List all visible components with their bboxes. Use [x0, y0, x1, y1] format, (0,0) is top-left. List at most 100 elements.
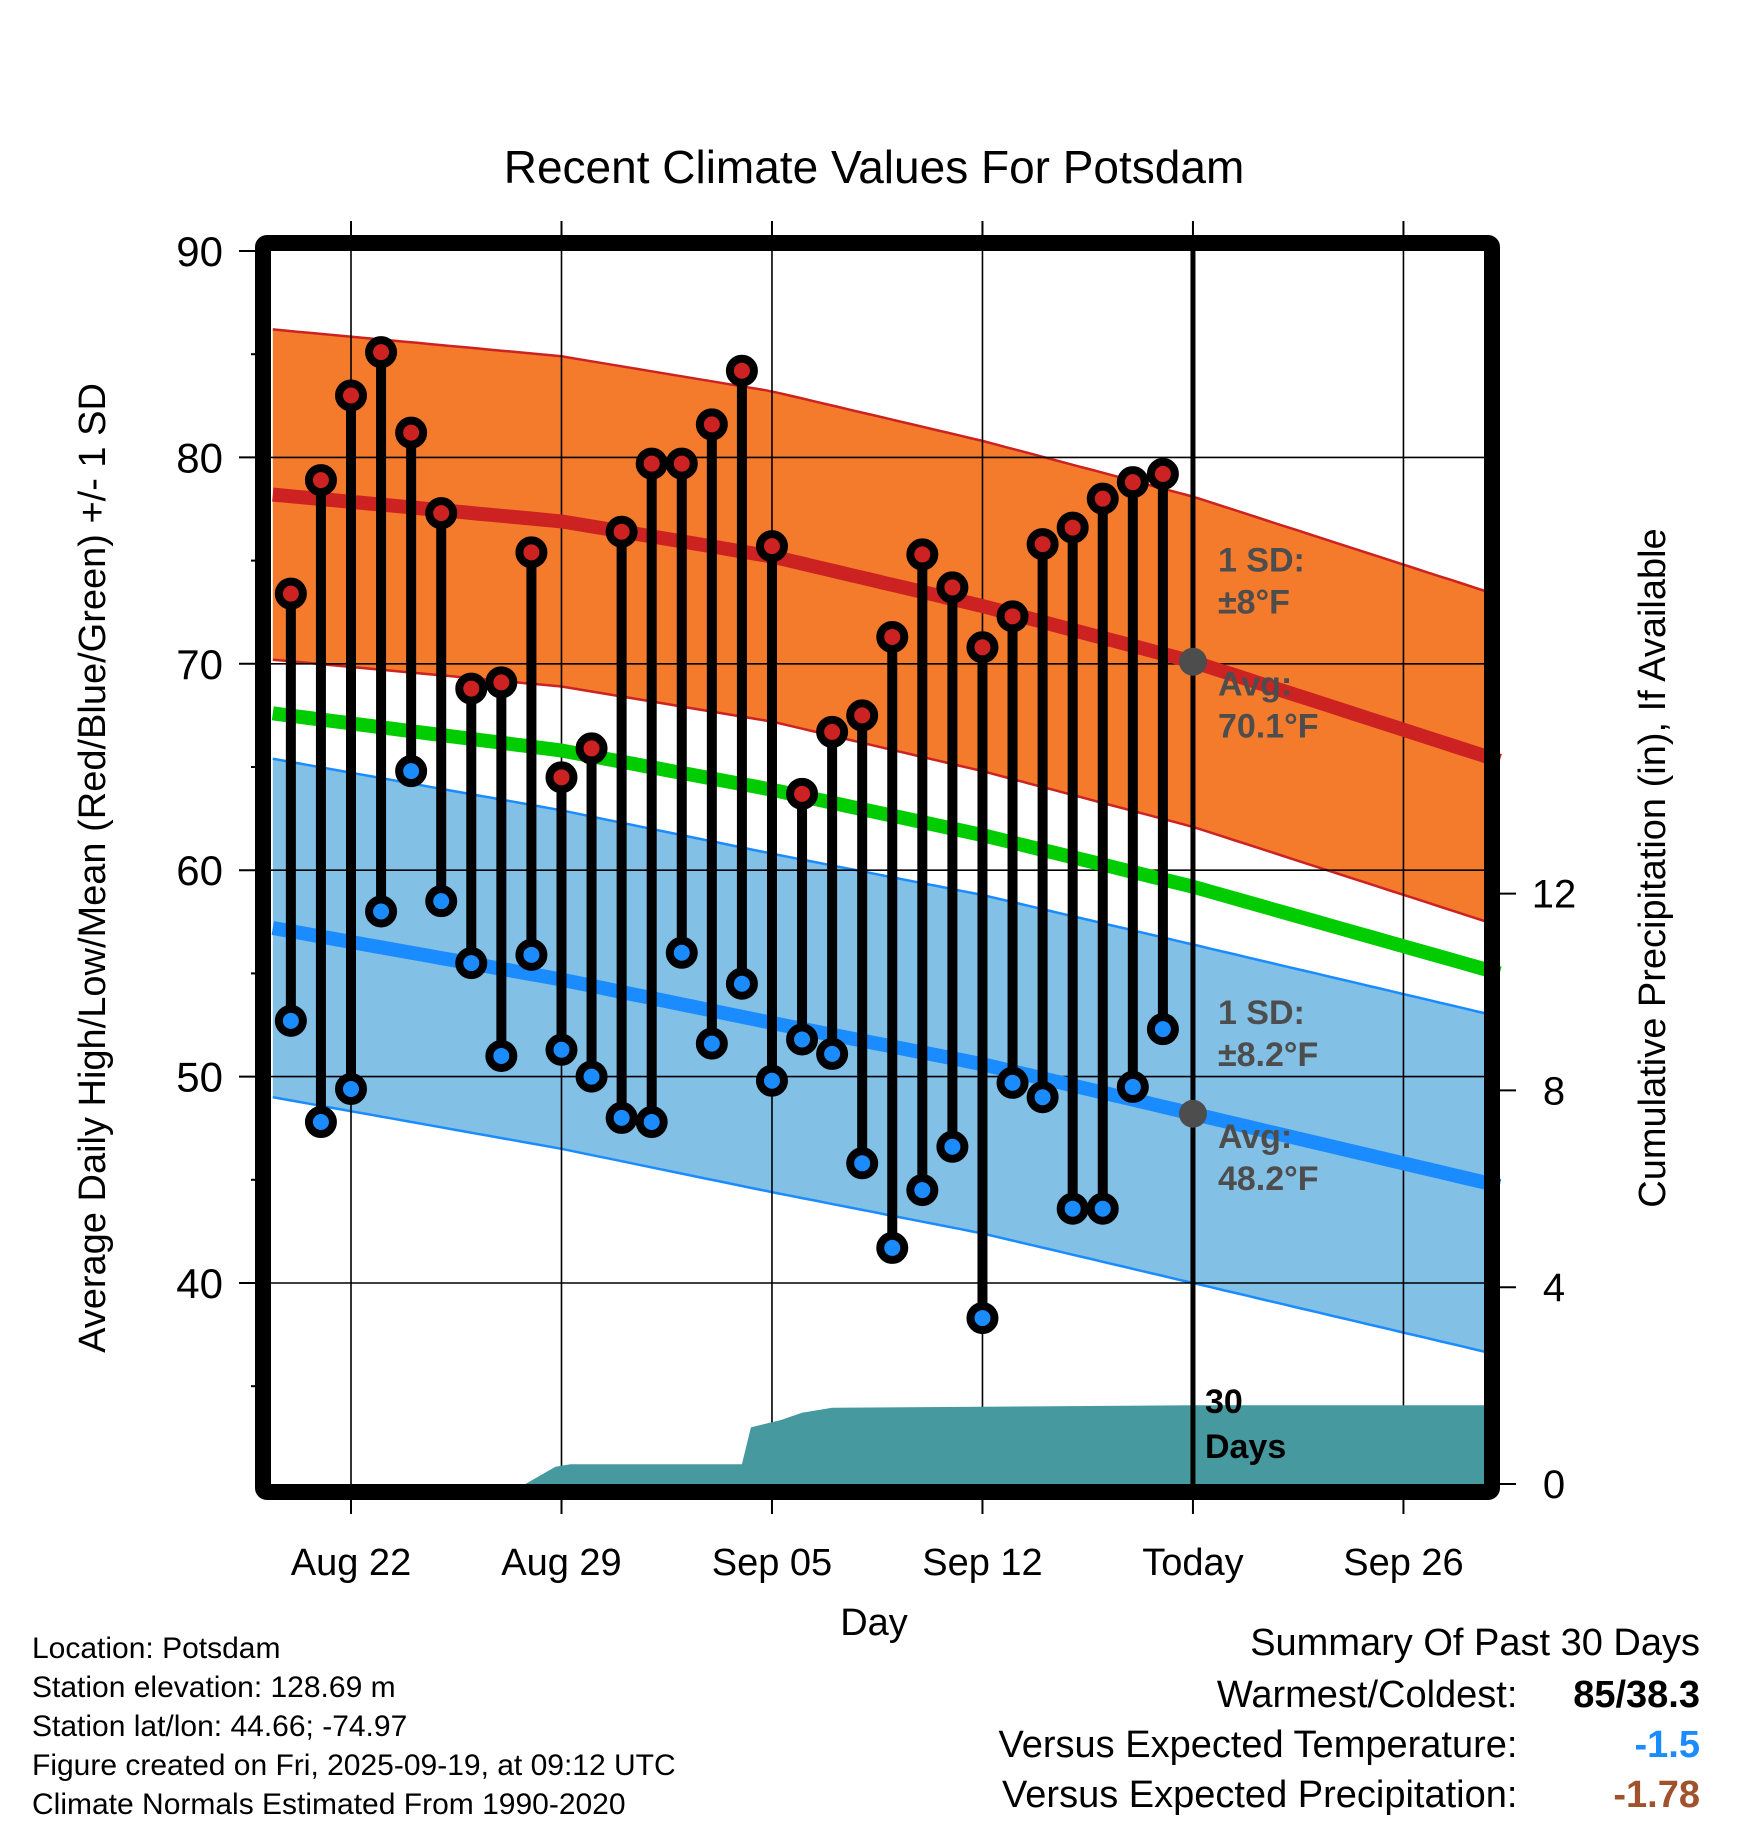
high-marker	[274, 577, 307, 610]
y2-tick-label: 0	[1543, 1463, 1565, 1507]
low-marker	[485, 1039, 518, 1072]
y-tick-label: 90	[176, 228, 223, 275]
observed-day	[335, 379, 367, 1105]
x-tick-label: Sep 26	[1343, 1542, 1463, 1584]
low-marker	[996, 1066, 1029, 1099]
y2-tick-label: 12	[1532, 873, 1577, 917]
high-marker	[395, 416, 428, 449]
low-marker	[966, 1302, 999, 1335]
observed-day	[906, 538, 939, 1207]
summary-value: 85/38.3	[1573, 1674, 1700, 1716]
observed-day	[545, 761, 578, 1066]
high-band-upper-edge	[272, 328, 1501, 597]
observed-day	[485, 666, 518, 1072]
x-tick-label: Today	[1142, 1542, 1243, 1584]
low-marker	[575, 1060, 608, 1093]
observed-day	[725, 354, 758, 1000]
low-marker	[936, 1130, 969, 1163]
observed-day	[395, 416, 428, 788]
chart-title: Recent Climate Values For Potsdam	[503, 141, 1245, 193]
high-marker	[455, 672, 488, 705]
low-sd-label: 1 SD:	[1218, 994, 1305, 1032]
observed-stems	[274, 336, 1179, 1335]
low-marker	[335, 1072, 367, 1105]
low-marker	[1116, 1070, 1149, 1103]
info-latlon: Station lat/lon: 44.66; -74.97	[32, 1710, 408, 1743]
low-marker	[1056, 1192, 1089, 1225]
observed-day	[274, 577, 307, 1037]
high-marker	[485, 666, 518, 699]
y-tick-label: 70	[176, 641, 223, 688]
y2-tick-label: 8	[1543, 1069, 1565, 1113]
observed-day	[816, 715, 849, 1070]
observed-day	[1146, 457, 1179, 1046]
y-tick-label: 60	[176, 847, 223, 894]
low-marker	[846, 1147, 879, 1180]
high-marker	[575, 732, 608, 765]
precip-cumulative-area	[272, 1405, 1500, 1484]
low-marker	[425, 885, 458, 918]
high-marker	[876, 620, 909, 653]
low-marker	[605, 1101, 638, 1134]
period-label-number: 30	[1205, 1383, 1243, 1421]
high-marker	[695, 408, 728, 441]
low-band-upper-edge	[272, 757, 1500, 1018]
low-marker	[906, 1174, 939, 1207]
y2-tick-label: 4	[1543, 1266, 1565, 1310]
observed-day	[786, 777, 819, 1056]
observed-day	[1056, 511, 1089, 1225]
low-marker	[455, 947, 488, 980]
low-avg-value: 48.2°F	[1218, 1160, 1319, 1198]
low-marker	[876, 1231, 909, 1264]
precip-area	[272, 1405, 1500, 1484]
high-marker	[635, 447, 668, 480]
observed-day	[605, 515, 638, 1134]
observed-day	[304, 464, 337, 1139]
observed-day	[846, 699, 879, 1180]
high-marker	[605, 515, 638, 548]
observed-day	[425, 497, 458, 918]
observed-day	[1116, 466, 1149, 1103]
low-sd-value: ±8.2°F	[1218, 1036, 1318, 1074]
y-axis-label: Average Daily High/Low/Mean (Red/Blue/Gr…	[72, 383, 114, 1353]
low-marker	[786, 1023, 819, 1056]
low-marker	[635, 1106, 668, 1139]
summary-value: -1.5	[1634, 1724, 1700, 1766]
x-axis-label: Day	[840, 1602, 908, 1644]
observed-day	[966, 631, 999, 1335]
high-marker	[786, 777, 819, 810]
high-avg-label: Avg:	[1218, 666, 1292, 704]
high-marker	[755, 530, 788, 563]
observed-day	[695, 408, 728, 1060]
y2-axis-label: Cumulative Precipitation (in), If Availa…	[1632, 528, 1674, 1207]
high-marker	[515, 536, 548, 569]
summary-row-precip: Versus Expected Precipitation: -1.78	[1002, 1774, 1700, 1817]
observed-day	[665, 447, 698, 969]
low-marker	[816, 1037, 849, 1070]
high-sd-label: 1 SD:	[1218, 542, 1305, 580]
high-marker	[1116, 466, 1149, 499]
high-marker	[665, 447, 698, 480]
low-marker	[274, 1004, 307, 1037]
high-marker	[936, 571, 969, 604]
x-tick-label: Aug 29	[501, 1542, 621, 1584]
normal-bands	[272, 328, 1501, 1357]
observed-day	[1026, 528, 1059, 1114]
low-marker	[755, 1064, 788, 1097]
observed-day	[876, 620, 909, 1264]
y-tick-label: 50	[176, 1054, 223, 1101]
high-marker	[725, 354, 758, 387]
high-avg-value: 70.1°F	[1218, 708, 1319, 746]
x-tick-label: Aug 22	[291, 1542, 411, 1584]
high-marker	[996, 600, 1029, 633]
info-location: Location: Potsdam	[32, 1632, 281, 1665]
observed-day	[515, 536, 548, 971]
info-normals: Climate Normals Estimated From 1990-2020	[32, 1788, 626, 1821]
high-marker	[1146, 457, 1179, 490]
summary-label: Warmest/Coldest:	[1216, 1674, 1518, 1716]
plot-frame	[255, 235, 1500, 1500]
low-marker	[1026, 1081, 1059, 1114]
high-marker	[304, 464, 337, 497]
summary-value: -1.78	[1613, 1774, 1700, 1816]
low-marker	[545, 1033, 578, 1066]
